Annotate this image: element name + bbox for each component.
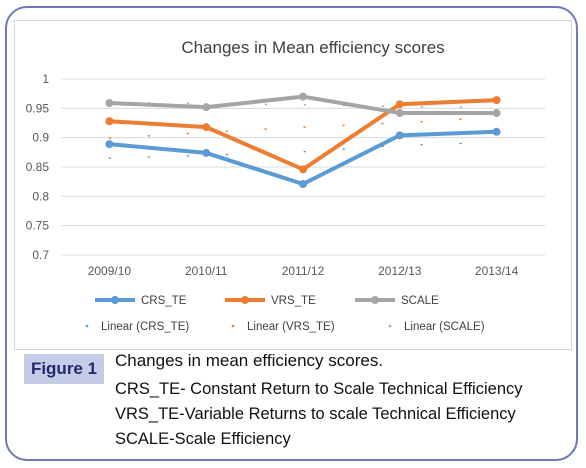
- data-point: [395, 131, 404, 140]
- figure-caption-title: Changes in mean efficiency scores.: [115, 351, 384, 370]
- series-line-crs_te: [109, 129, 497, 187]
- data-point: [492, 109, 501, 118]
- caption-line-crs: CRS_TE- Constant Return to Scale Technic…: [115, 380, 523, 398]
- y-tick-label: 0.95: [26, 101, 50, 115]
- x-tick-label: 2012/13: [378, 264, 422, 278]
- figure-label: Figure 1: [24, 354, 104, 384]
- data-point: [202, 148, 211, 157]
- data-point: [105, 99, 114, 108]
- legend-marker: [241, 296, 249, 304]
- caption-line-vrs: VRS_TE-Variable Returns to scale Technic…: [115, 405, 516, 423]
- data-point: [299, 180, 307, 189]
- legend-label: SCALE: [401, 295, 439, 307]
- data-point: [202, 103, 211, 112]
- x-tick-label: 2013/14: [475, 264, 519, 278]
- y-tick-label: 0.8: [32, 189, 49, 203]
- legend-trend-marker: [231, 324, 235, 328]
- data-point: [492, 127, 501, 136]
- y-tick-label: 1: [42, 72, 49, 86]
- legend-trend-label: Linear (CRS_TE): [101, 321, 189, 333]
- legend-trend-label: Linear (VRS_TE): [247, 321, 335, 333]
- data-point: [105, 117, 114, 126]
- x-tick-label: 2011/12: [282, 264, 325, 278]
- y-tick-label: 0.85: [26, 160, 50, 174]
- data-point: [395, 100, 404, 109]
- y-tick-label: 0.7: [32, 248, 49, 262]
- legend-trend-marker: [85, 324, 89, 328]
- x-tick-label: 2009/10: [88, 264, 132, 278]
- data-point: [105, 140, 114, 149]
- data-point: [202, 123, 211, 132]
- legend-trend-label: Linear (SCALE): [404, 321, 485, 333]
- legend-trend-marker: [388, 324, 392, 328]
- chart-title: Changes in Mean efficiency scores: [181, 38, 444, 57]
- legend-marker: [111, 296, 119, 304]
- data-point: [299, 165, 307, 174]
- legend-label: CRS_TE: [141, 295, 187, 307]
- x-tick-label: 2010/11: [185, 264, 228, 278]
- data-point: [395, 109, 404, 118]
- data-point: [299, 92, 307, 101]
- y-tick-label: 0.75: [26, 219, 50, 233]
- caption-line-scale: SCALE-Scale Efficiency: [115, 430, 291, 448]
- chart-area: Changes in Mean efficiency scores 0.7 0.75…: [14, 20, 572, 350]
- y-tick-label: 0.9: [32, 131, 49, 145]
- line-chart: Changes in Mean efficiency scores 0.7 0.75…: [26, 38, 545, 333]
- legend-label: VRS_TE: [271, 295, 316, 307]
- data-point: [492, 96, 501, 105]
- legend-marker: [371, 296, 379, 304]
